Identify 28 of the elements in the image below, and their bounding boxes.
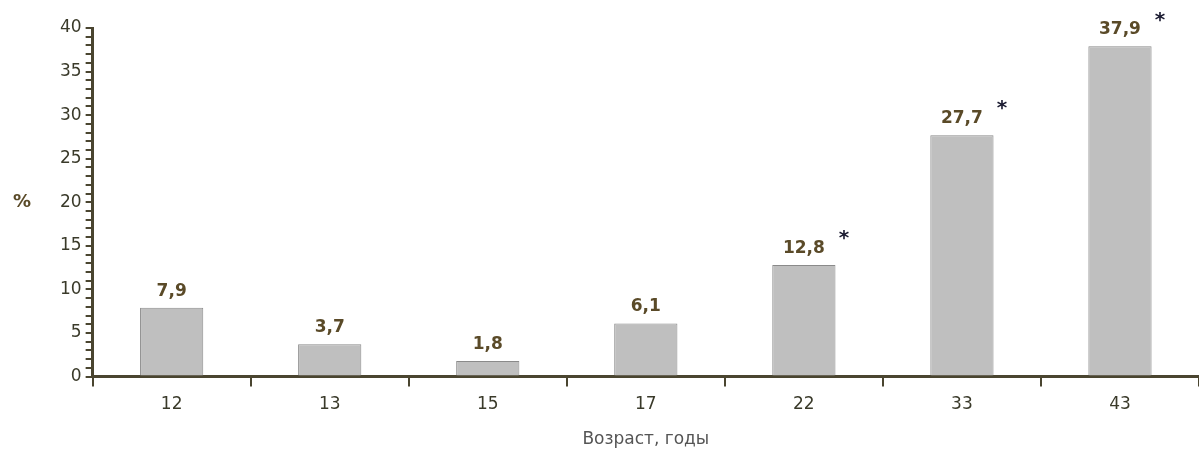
y-tick-label: 0 [70, 365, 82, 386]
data-label: 12,8 [782, 236, 825, 257]
y-tick-label: 5 [70, 321, 82, 342]
x-tick-label: 13 [318, 393, 341, 414]
y-tick-label: 30 [59, 103, 82, 124]
data-label: 6,1 [630, 295, 661, 316]
x-axis-title: Возраст, годы [582, 428, 710, 449]
y-axis-title: % [12, 189, 32, 211]
y-tick-label: 40 [59, 16, 82, 37]
annotation: * [1154, 6, 1166, 31]
x-tick-label: 33 [951, 393, 973, 414]
x-tick-label: 17 [635, 393, 657, 414]
y-tick-label: 25 [59, 147, 82, 168]
data-label: 3,7 [314, 316, 345, 337]
y-tick-label: 35 [59, 60, 82, 80]
data-label: 7,9 [156, 279, 187, 300]
annotation: * [838, 225, 850, 250]
y-tick-label: 15 [59, 234, 82, 255]
data-label: 37,9 [1099, 18, 1141, 39]
y-tick-label: 10 [59, 277, 82, 298]
annotation: * [996, 95, 1008, 120]
y-tick-label: 20 [59, 190, 82, 211]
x-tick-label: 43 [1109, 393, 1131, 414]
x-tick-label: 15 [476, 393, 499, 414]
x-tick-label: 12 [160, 393, 183, 414]
x-tick-label: 22 [793, 393, 815, 414]
data-label: 27,7 [940, 107, 983, 128]
data-label: 1,8 [472, 332, 503, 353]
